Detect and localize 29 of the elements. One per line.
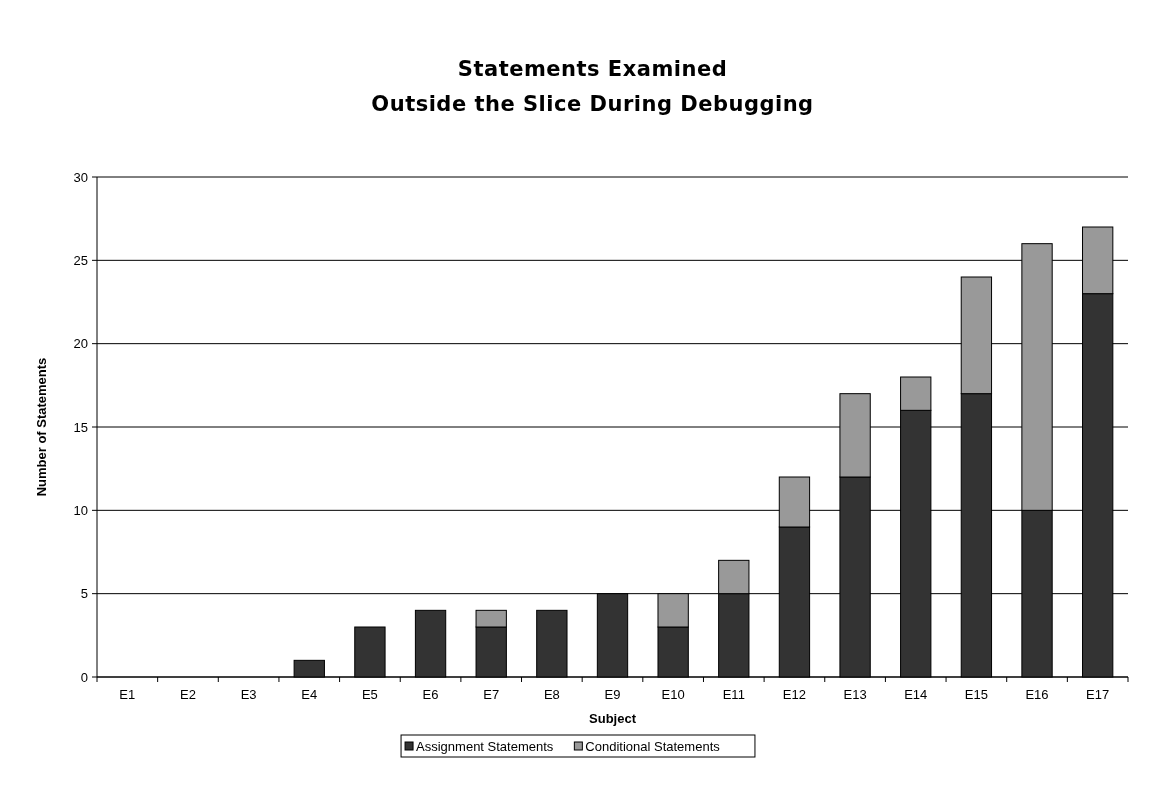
legend-label: Assignment Statements [416, 738, 554, 754]
x-tick-label: E11 [722, 687, 745, 702]
x-tick-label: E16 [1025, 687, 1049, 702]
x-tick-label: E13 [843, 687, 867, 702]
y-tick-label: 25 [73, 252, 88, 268]
chart-title: Statements Examined Outside the Slice During Debugging [371, 57, 814, 116]
y-tick-label: 30 [73, 169, 88, 185]
y-tick-label: 20 [73, 336, 88, 352]
x-tick-label: E6 [422, 687, 439, 702]
x-tick-label: E1 [119, 687, 136, 702]
x-tick-label: E2 [180, 687, 196, 702]
x-tick-label: E12 [782, 687, 807, 702]
x-tick-label: E9 [604, 687, 621, 702]
x-tick-label: E4 [301, 687, 318, 702]
legend-label: Conditional Statements [585, 738, 721, 754]
y-tick-label: 5 [80, 586, 88, 602]
y-tick-label: 15 [73, 419, 88, 435]
x-tick-label: E5 [361, 687, 378, 702]
y-tick-label: 10 [73, 502, 88, 518]
x-tick-label: E3 [240, 687, 257, 702]
x-tick-label: E17 [1086, 687, 1110, 702]
x-axis-title: Subject [589, 711, 637, 726]
y-axis-title: Number of Statements [34, 357, 49, 497]
x-tick-label: E15 [964, 687, 988, 702]
x-tick-label: E8 [543, 687, 560, 702]
x-tick-label: E14 [904, 687, 928, 702]
y-tick-label: 0 [80, 669, 88, 685]
x-tick-label: E7 [483, 687, 500, 702]
x-tick-label: E10 [661, 687, 685, 702]
